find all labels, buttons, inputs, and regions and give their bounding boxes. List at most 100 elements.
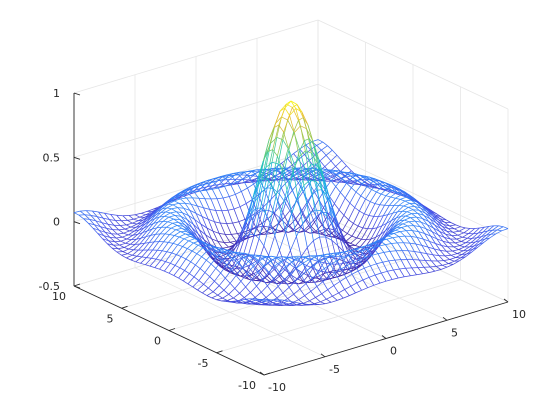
mesh-edge bbox=[107, 243, 114, 246]
mesh-edge bbox=[324, 160, 332, 167]
mesh-edge bbox=[397, 242, 403, 251]
mesh-edge bbox=[257, 265, 265, 273]
mesh-edge bbox=[232, 258, 238, 264]
mesh-edge bbox=[217, 294, 223, 299]
x-tick bbox=[503, 298, 509, 303]
mesh-edge bbox=[261, 291, 267, 298]
mesh-edge bbox=[108, 240, 115, 243]
mesh-edge bbox=[210, 198, 217, 211]
mesh-edge bbox=[264, 138, 270, 158]
mesh-edge bbox=[287, 298, 293, 303]
mesh-edge bbox=[121, 220, 127, 226]
mesh-edge bbox=[378, 215, 384, 217]
mesh-edge bbox=[244, 213, 252, 238]
mesh-edge bbox=[463, 246, 470, 252]
mesh-edge bbox=[220, 222, 226, 235]
mesh-edge bbox=[202, 292, 208, 296]
mesh-edge bbox=[416, 216, 422, 223]
mesh-edge bbox=[157, 216, 165, 223]
mesh-edge bbox=[143, 220, 151, 229]
mesh-edge bbox=[441, 226, 448, 232]
mesh-edge bbox=[160, 259, 166, 262]
mesh-edge bbox=[145, 264, 151, 267]
mesh-edge bbox=[368, 215, 374, 217]
mesh-edge bbox=[404, 199, 412, 202]
mesh-edge bbox=[123, 232, 129, 236]
mesh-edge bbox=[107, 223, 113, 230]
mesh-edge bbox=[205, 242, 212, 250]
mesh-edge bbox=[299, 283, 307, 290]
mesh-edge bbox=[364, 245, 372, 250]
mesh-edge bbox=[220, 251, 228, 261]
mesh-edge bbox=[320, 301, 326, 305]
mesh-edge bbox=[435, 266, 442, 270]
z-tick-label: 1 bbox=[53, 87, 60, 100]
mesh-edge bbox=[320, 254, 326, 259]
mesh-edge bbox=[268, 271, 274, 280]
mesh-edge bbox=[240, 280, 246, 288]
mesh-edge bbox=[440, 228, 448, 232]
mesh-edge bbox=[444, 237, 450, 243]
mesh-edge bbox=[365, 257, 371, 266]
mesh-edge bbox=[254, 234, 260, 239]
mesh-edge bbox=[181, 194, 187, 199]
mesh-edge bbox=[456, 250, 464, 254]
mesh-edge bbox=[405, 215, 411, 218]
mesh-edge bbox=[377, 252, 384, 255]
mesh-edge bbox=[291, 213, 299, 224]
mesh-edge bbox=[335, 166, 341, 172]
mesh-edge bbox=[183, 207, 191, 211]
mesh-edge bbox=[371, 183, 379, 190]
mesh-edge bbox=[294, 275, 302, 282]
mesh-edge bbox=[189, 188, 195, 193]
mesh-edge bbox=[128, 214, 136, 216]
mesh-edge bbox=[340, 182, 347, 193]
mesh-edge bbox=[312, 199, 320, 211]
mesh-edge bbox=[212, 285, 220, 293]
mesh-edge bbox=[116, 215, 122, 222]
mesh-edge bbox=[317, 273, 324, 282]
mesh-edge bbox=[320, 229, 328, 235]
mesh-edge bbox=[222, 197, 229, 211]
mesh-edge bbox=[286, 257, 293, 263]
mesh-edge bbox=[134, 225, 141, 232]
mesh-edge bbox=[434, 269, 442, 272]
mesh-edge bbox=[227, 208, 235, 211]
mesh-edge bbox=[363, 246, 370, 254]
mesh-edge bbox=[306, 195, 313, 205]
mesh-edge bbox=[408, 250, 415, 252]
mesh-edge bbox=[168, 272, 174, 276]
mesh-edge bbox=[357, 213, 365, 227]
mesh-edge bbox=[307, 270, 313, 279]
mesh-edge bbox=[256, 285, 262, 293]
mesh-edge bbox=[117, 248, 124, 252]
mesh-edge bbox=[421, 245, 429, 248]
mesh-edge bbox=[235, 252, 242, 259]
y-tick bbox=[121, 305, 128, 309]
mesh-edge bbox=[292, 299, 299, 304]
mesh-edge bbox=[166, 207, 172, 210]
mesh-edge bbox=[151, 221, 159, 230]
mesh-edge bbox=[270, 279, 276, 283]
mesh-edge bbox=[174, 231, 181, 236]
mesh-edge bbox=[452, 230, 460, 233]
mesh-edge bbox=[134, 214, 140, 218]
mesh-edge bbox=[426, 253, 433, 256]
mesh-edge bbox=[243, 220, 251, 231]
mesh-edge bbox=[330, 180, 336, 187]
mesh-edge bbox=[204, 272, 210, 277]
mesh-edge bbox=[458, 246, 465, 250]
mesh-edge bbox=[156, 226, 162, 229]
mesh-edge bbox=[266, 149, 274, 179]
mesh-edge bbox=[448, 242, 455, 248]
mesh-edge bbox=[79, 210, 86, 216]
mesh-edge bbox=[373, 204, 381, 217]
mesh-edge bbox=[274, 261, 282, 267]
mesh-edge bbox=[348, 255, 354, 263]
mesh-edge bbox=[104, 212, 111, 215]
mesh-edge bbox=[245, 199, 253, 204]
mesh-edge bbox=[138, 242, 145, 251]
mesh-edge bbox=[431, 260, 437, 267]
mesh-edge bbox=[146, 249, 153, 258]
mesh-edge bbox=[279, 272, 285, 281]
